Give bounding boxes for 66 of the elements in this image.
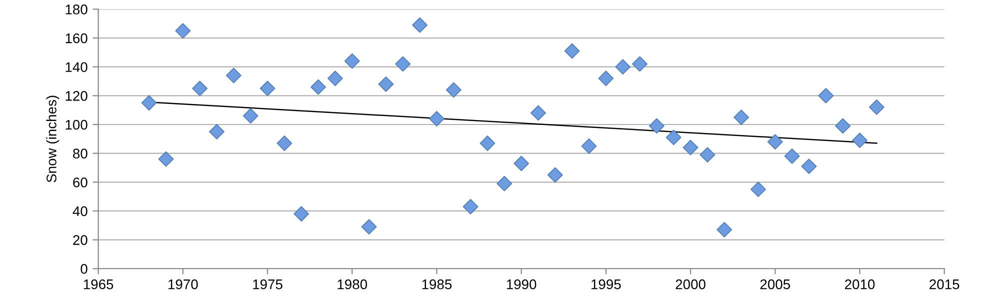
point xyxy=(767,134,783,150)
y-tick-label: 140 xyxy=(66,62,88,72)
x-tick-label: 2005 xyxy=(760,279,790,290)
y-tick-label: 20 xyxy=(73,235,88,245)
point xyxy=(294,206,310,222)
point xyxy=(632,56,648,72)
y-tick-label: 120 xyxy=(66,91,88,101)
point xyxy=(615,59,631,75)
point xyxy=(446,82,462,98)
point xyxy=(547,167,563,183)
point xyxy=(496,176,512,192)
point xyxy=(852,132,868,148)
x-tick-label: 2000 xyxy=(676,279,706,290)
y-tick-label: 40 xyxy=(72,206,88,216)
point xyxy=(666,130,682,146)
x-tick-label: 1975 xyxy=(253,279,282,290)
x-tick-label: 2015 xyxy=(930,279,960,290)
point xyxy=(192,80,208,96)
x-tick-label: 2010 xyxy=(844,279,875,290)
point xyxy=(276,136,292,151)
point xyxy=(395,56,411,72)
point xyxy=(734,110,749,126)
point xyxy=(750,182,766,198)
point xyxy=(361,219,377,235)
point xyxy=(209,124,224,140)
point xyxy=(868,100,884,115)
x-tick-label: 1995 xyxy=(592,279,621,290)
point xyxy=(835,118,851,134)
y-tick-label: 0 xyxy=(80,264,88,274)
point xyxy=(480,136,496,151)
point xyxy=(581,138,597,154)
point xyxy=(175,23,191,39)
x-tick-label: 1985 xyxy=(422,279,452,290)
point xyxy=(141,95,157,111)
point xyxy=(598,70,614,86)
point xyxy=(716,222,732,238)
y-tick-label: 100 xyxy=(66,120,88,130)
y-axis-title: Snow (inches) xyxy=(46,96,60,182)
x-tick-label: 1990 xyxy=(506,279,536,290)
point xyxy=(784,148,800,164)
point xyxy=(429,111,444,126)
point xyxy=(158,151,174,167)
y-tick-label: 180 xyxy=(66,4,88,14)
point xyxy=(378,76,394,92)
x-tick-label: 1980 xyxy=(338,279,368,290)
point xyxy=(700,147,716,162)
point xyxy=(801,158,817,174)
point xyxy=(310,79,326,95)
point xyxy=(260,80,276,96)
point xyxy=(344,53,360,69)
point xyxy=(818,88,834,104)
point xyxy=(514,156,530,172)
point xyxy=(327,70,343,86)
point xyxy=(226,68,242,84)
point xyxy=(682,140,698,156)
y-tick-label: 160 xyxy=(66,33,88,44)
point xyxy=(242,108,258,124)
y-tick-label: 60 xyxy=(73,177,88,188)
point xyxy=(648,118,664,134)
x-tick-label: 1965 xyxy=(84,279,114,290)
point xyxy=(564,43,580,59)
point xyxy=(462,198,478,214)
y-tick-label: 80 xyxy=(73,148,88,158)
point xyxy=(530,105,546,121)
x-tick-label: 1970 xyxy=(168,279,198,290)
point xyxy=(412,17,428,33)
